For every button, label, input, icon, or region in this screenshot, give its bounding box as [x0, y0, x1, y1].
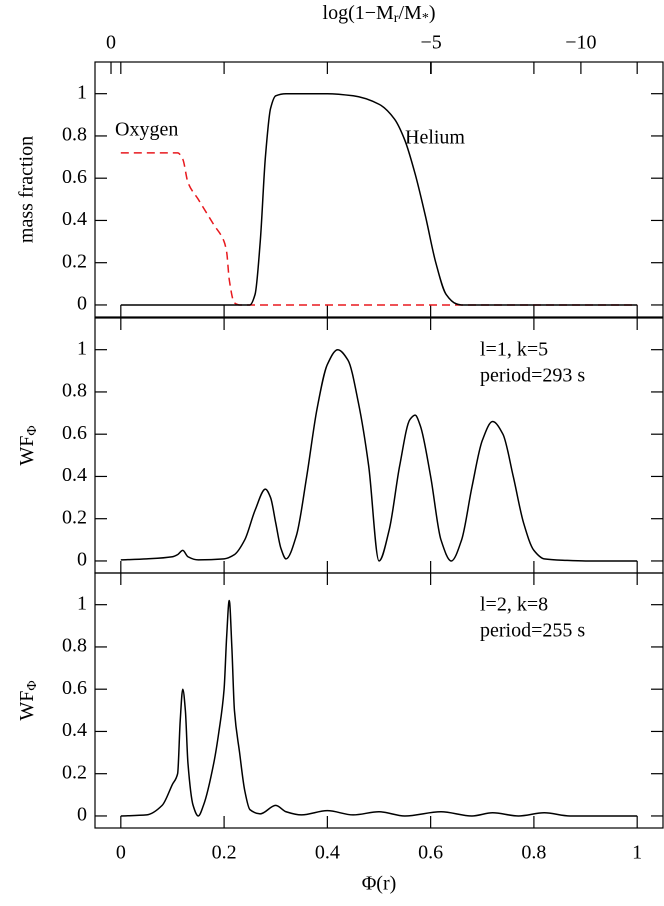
y-tick-label: 0.4 [62, 719, 87, 741]
y-axis-label: WFΦ [16, 425, 41, 465]
y-tick-label: 0 [77, 293, 87, 315]
x-tick-label: 0 [116, 842, 126, 864]
x2-label-part: * [422, 11, 429, 26]
line-series [120, 599, 638, 817]
y-tick-label: 0.6 [62, 422, 87, 444]
annotation: l=1, k=5 [480, 339, 548, 361]
y-tick-label: 1 [77, 81, 87, 103]
x2-tick-label: −10 [565, 32, 596, 54]
x2-label-part: log(1−M [323, 2, 394, 24]
y-tick-label: 0 [77, 549, 87, 571]
y-label-part: WF [16, 691, 38, 721]
y-tick-label: 0 [77, 804, 87, 826]
x2-tick-label: 0 [106, 32, 116, 54]
line-series [120, 92, 638, 306]
x2-label-part: r [394, 11, 399, 26]
panel: 0 0.2 0.4 0.6 0.8 1 0 0.2 0.4 0.6 0.8 1 WFΦ Φ(r) l=2, … [16, 572, 664, 895]
x-tick-label: 0.2 [212, 842, 237, 864]
plot-frame [94, 572, 664, 829]
y-axis-label: WFΦ [16, 680, 41, 720]
panel: 0 0.2 0.4 0.6 0.8 1 0 −5 −10 log(1−Mr/M*) mass fra… [16, 2, 664, 318]
x2-label-part: ) [429, 2, 436, 24]
y-tick-label: 0.8 [62, 124, 87, 146]
y-tick-label: 0.2 [62, 250, 87, 272]
plot-frame [94, 317, 664, 574]
series-label: Oxygen [115, 119, 178, 141]
y-tick-label: 0.4 [62, 464, 87, 486]
annotation: l=2, k=8 [480, 594, 548, 616]
y-tick-label: 0.8 [62, 380, 87, 402]
y-tick-label: 0.2 [62, 506, 87, 528]
y-label-part: Φ [25, 425, 40, 435]
x2-tick-label: −5 [421, 32, 442, 54]
line-series [120, 348, 638, 562]
series-label: Helium [405, 127, 465, 149]
x-axis-label: Φ(r) [362, 873, 397, 895]
annotation: period=293 s [480, 365, 585, 387]
y-tick-label: 0.6 [62, 166, 87, 188]
x-tick-label: 0.8 [521, 842, 546, 864]
y-tick-label: 1 [77, 592, 87, 614]
x2-axis-label: log(1−Mr/M*) [323, 2, 436, 27]
y-tick-label: 0.8 [62, 635, 87, 657]
y-axis-label: mass fraction [16, 136, 38, 243]
y-tick-label: 1 [77, 337, 87, 359]
annotation: period=255 s [480, 620, 585, 642]
y-label-part: Φ [25, 680, 40, 690]
y-tick-label: 0.4 [62, 208, 87, 230]
plot-frame [94, 61, 664, 318]
y-tick-label: 0.2 [62, 761, 87, 783]
x-tick-label: 0.4 [315, 842, 340, 864]
x-tick-label: 0.6 [418, 842, 443, 864]
y-label-part: WF [16, 436, 38, 466]
y-tick-label: 0.6 [62, 677, 87, 699]
x-tick-label: 1 [632, 842, 642, 864]
x2-label-part: /M [398, 2, 422, 24]
line-series [120, 152, 638, 306]
